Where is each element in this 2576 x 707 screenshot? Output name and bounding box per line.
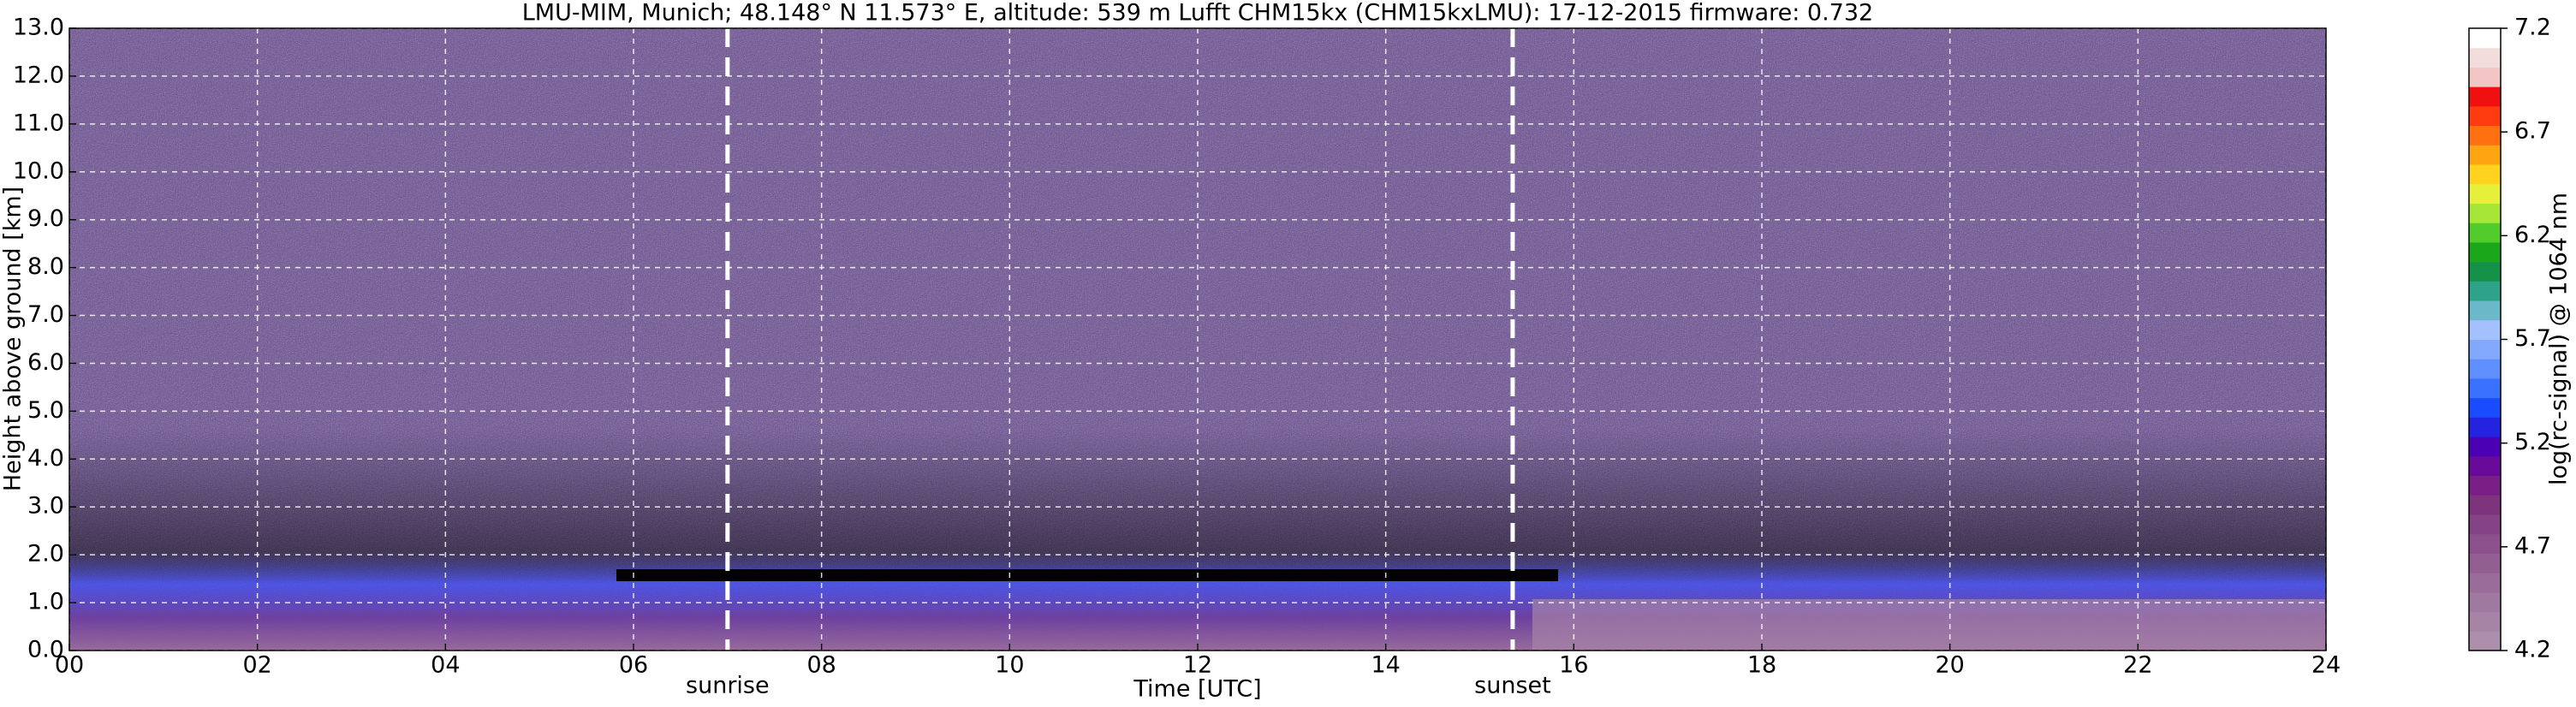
layer-haze	[1532, 599, 2326, 651]
colorbar-tick-label: 5.7	[2514, 325, 2551, 352]
y-axis-label: Height above ground [km]	[0, 187, 27, 491]
colorbar-segment	[2469, 514, 2501, 535]
colorbar-segment	[2469, 183, 2501, 204]
colorbar-segment	[2469, 533, 2501, 554]
colorbar-segment	[2469, 455, 2501, 477]
y-tick-label: 11.0	[13, 110, 64, 136]
colorbar-segment	[2469, 281, 2501, 301]
x-tick-label: 22	[2123, 652, 2152, 679]
colorbar-segment	[2469, 553, 2501, 573]
y-tick-label: 8.0	[27, 253, 64, 280]
x-tick-label: 06	[619, 652, 648, 679]
colorbar-segment	[2469, 145, 2501, 165]
event-label: sunrise	[686, 673, 770, 699]
x-axis-label: Time [UTC]	[1133, 676, 1261, 703]
colorbar-segment	[2469, 611, 2501, 632]
colorbar-tick-label: 5.2	[2514, 429, 2551, 455]
colorbar-segment	[2469, 339, 2501, 359]
x-tick-label: 04	[431, 652, 460, 679]
x-tick-label: 16	[1559, 652, 1588, 679]
colorbar-segment	[2469, 67, 2501, 87]
colorbar-segment	[2469, 591, 2501, 613]
colorbar-segment	[2469, 125, 2501, 146]
colorbar-tick-label: 6.7	[2514, 118, 2551, 145]
colorbar-segment	[2469, 437, 2501, 457]
colorbar-segment	[2469, 241, 2501, 263]
y-tick-label: 6.0	[27, 349, 64, 376]
y-tick-label: 2.0	[27, 541, 64, 567]
x-tick-label: 10	[995, 652, 1024, 679]
x-tick-label: 20	[1935, 652, 1964, 679]
colorbar-segment	[2469, 319, 2501, 340]
colorbar-segment	[2469, 300, 2501, 321]
x-tick-label: 18	[1747, 652, 1776, 679]
colorbar-segment	[2469, 164, 2501, 185]
x-tick-label: 24	[2311, 652, 2341, 679]
x-tick-label: 00	[55, 652, 84, 679]
colorbar-segment	[2469, 417, 2501, 437]
colorbar-segment	[2469, 223, 2501, 243]
colorbar-segment	[2469, 105, 2501, 127]
colorbar-segment	[2469, 47, 2501, 68]
event-label: sunset	[1474, 673, 1551, 699]
x-tick-label: 12	[1183, 652, 1212, 679]
y-tick-label: 4.0	[27, 445, 64, 472]
x-tick-label: 08	[806, 652, 836, 679]
x-tick-label: 02	[242, 652, 271, 679]
colorbar-tick-label: 6.2	[2514, 222, 2551, 248]
colorbar-tick-label: 4.7	[2514, 532, 2551, 559]
colorbar-tick-label: 7.2	[2514, 15, 2551, 41]
y-tick-label: 1.0	[27, 589, 64, 615]
colorbar-segment	[2469, 573, 2501, 593]
colorbar-segment	[2469, 397, 2501, 418]
y-tick-label: 13.0	[13, 15, 64, 41]
y-tick-label: 12.0	[13, 62, 64, 88]
layer-top	[616, 569, 1558, 581]
colorbar-tick-label: 4.2	[2514, 637, 2551, 663]
colorbar-segment	[2469, 203, 2501, 223]
y-tick-label: 9.0	[27, 205, 64, 232]
colorbar-segment	[2469, 475, 2501, 496]
colorbar-segment	[2469, 28, 2501, 49]
y-tick-label: 5.0	[27, 397, 64, 424]
y-tick-label: 0.0	[27, 637, 64, 663]
y-tick-label: 7.0	[27, 301, 64, 328]
y-tick-label: 10.0	[13, 157, 64, 184]
colorbar-segment	[2469, 261, 2501, 282]
colorbar-segment	[2469, 359, 2501, 379]
plot-frame	[68, 27, 2327, 651]
x-tick-label: 14	[1371, 652, 1400, 679]
colorbar-segment	[2469, 377, 2501, 399]
colorbar-segment	[2469, 86, 2501, 107]
colorbar-segment	[2469, 631, 2501, 651]
chart-title: LMU-MIM, Munich; 48.148° N 11.573° E, al…	[522, 0, 1873, 27]
colorbar-label: log(rc-signal) @ 1064 nm	[2546, 193, 2573, 485]
y-tick-label: 3.0	[27, 493, 64, 520]
colorbar-segment	[2469, 495, 2501, 515]
